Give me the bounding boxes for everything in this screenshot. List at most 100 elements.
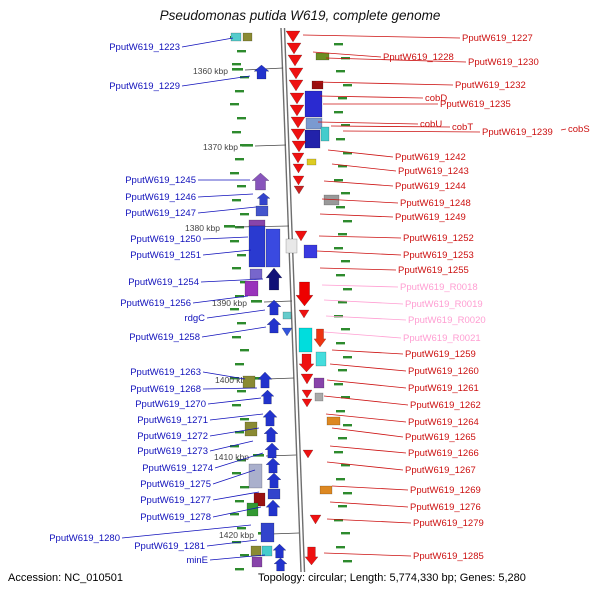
- gene-glyph[interactable]: [272, 543, 287, 559]
- gene-glyph[interactable]: [260, 522, 275, 543]
- gene-glyph[interactable]: [246, 502, 259, 517]
- feature-label[interactable]: PputW619_1268: [130, 384, 201, 395]
- feature-label[interactable]: PputW619_1273: [137, 446, 208, 457]
- feature-label[interactable]: PputW619_1260: [408, 366, 479, 377]
- gene-glyph[interactable]: [292, 175, 305, 186]
- feature-label[interactable]: PputW619_1281: [134, 541, 205, 552]
- gene-glyph[interactable]: [315, 351, 327, 367]
- feature-label[interactable]: PputW619_1249: [395, 212, 466, 223]
- gene-glyph[interactable]: [300, 373, 314, 385]
- feature-label[interactable]: PputW619_1279: [413, 518, 484, 529]
- feature-label[interactable]: PputW619_1272: [137, 431, 208, 442]
- feature-label[interactable]: PputW619_1263: [130, 367, 201, 378]
- gene-glyph[interactable]: [248, 225, 266, 268]
- feature-label[interactable]: PputW619_1250: [130, 234, 201, 245]
- gene-glyph[interactable]: [266, 317, 282, 334]
- gene-glyph[interactable]: [255, 205, 269, 217]
- gene-glyph[interactable]: [290, 128, 306, 141]
- gene-glyph[interactable]: [273, 557, 288, 572]
- gene-glyph[interactable]: [285, 30, 301, 43]
- gene-glyph[interactable]: [320, 126, 330, 142]
- feature-label[interactable]: PputW619_1227: [462, 33, 533, 44]
- gene-glyph[interactable]: [242, 32, 253, 42]
- gene-glyph[interactable]: [265, 499, 281, 517]
- feature-label[interactable]: PputW619_1258: [129, 332, 200, 343]
- feature-label[interactable]: PputW619_1248: [400, 198, 471, 209]
- gene-glyph[interactable]: [301, 389, 313, 399]
- gene-glyph[interactable]: [253, 492, 266, 507]
- feature-label[interactable]: PputW619_1264: [408, 417, 479, 428]
- gene-glyph[interactable]: [291, 140, 307, 153]
- feature-label[interactable]: PputW619_1254: [128, 277, 199, 288]
- gene-glyph[interactable]: [295, 281, 314, 307]
- gene-glyph[interactable]: [301, 398, 313, 408]
- feature-label[interactable]: PputW619_R0020: [408, 315, 486, 326]
- gene-glyph[interactable]: [304, 129, 321, 149]
- gene-glyph[interactable]: [286, 42, 302, 55]
- feature-label[interactable]: PputW619_R0021: [403, 333, 481, 344]
- gene-glyph[interactable]: [294, 230, 308, 242]
- feature-label[interactable]: PputW619_1232: [455, 80, 526, 91]
- feature-label[interactable]: PputW619_1256: [120, 298, 191, 309]
- gene-glyph[interactable]: [248, 219, 266, 227]
- gene-glyph[interactable]: [291, 152, 305, 164]
- feature-label[interactable]: PputW619_1255: [398, 265, 469, 276]
- feature-label[interactable]: PputW619_1276: [410, 502, 481, 513]
- feature-label[interactable]: PputW619_1245: [125, 175, 196, 186]
- gene-glyph[interactable]: [250, 545, 262, 557]
- gene-glyph[interactable]: [244, 280, 259, 297]
- feature-label[interactable]: PputW619_1267: [405, 465, 476, 476]
- feature-label[interactable]: PputW619_1270: [135, 399, 206, 410]
- gene-glyph[interactable]: [311, 80, 324, 90]
- gene-glyph[interactable]: [313, 377, 325, 389]
- feature-label[interactable]: PputW619_1259: [405, 349, 476, 360]
- gene-glyph[interactable]: [260, 389, 275, 405]
- feature-label[interactable]: PputW619_1285: [413, 551, 484, 562]
- gene-glyph[interactable]: [267, 488, 281, 500]
- gene-glyph[interactable]: [309, 514, 322, 525]
- feature-label[interactable]: PputW619_R0018: [400, 282, 478, 293]
- gene-glyph[interactable]: [263, 426, 279, 443]
- gene-glyph[interactable]: [256, 192, 271, 206]
- feature-label[interactable]: PputW619_1265: [405, 432, 476, 443]
- gene-glyph[interactable]: [298, 327, 313, 353]
- gene-glyph[interactable]: [289, 92, 305, 105]
- feature-label[interactable]: PputW619_1247: [125, 208, 196, 219]
- feature-label[interactable]: PputW619_1229: [109, 81, 180, 92]
- feature-label[interactable]: PputW619_1228: [383, 52, 454, 63]
- gene-glyph[interactable]: [306, 158, 317, 166]
- gene-glyph[interactable]: [265, 267, 283, 291]
- gene-glyph[interactable]: [249, 268, 263, 280]
- gene-glyph[interactable]: [293, 185, 305, 195]
- gene-glyph[interactable]: [230, 32, 242, 42]
- feature-label[interactable]: PputW619_1223: [109, 42, 180, 53]
- gene-glyph[interactable]: [302, 449, 314, 459]
- gene-glyph[interactable]: [262, 409, 278, 427]
- gene-glyph[interactable]: [314, 392, 324, 402]
- feature-label[interactable]: PputW619_1246: [125, 192, 196, 203]
- gene-glyph[interactable]: [242, 375, 256, 389]
- feature-label[interactable]: PputW619_1242: [395, 152, 466, 163]
- feature-label[interactable]: PputW619_1269: [410, 485, 481, 496]
- gene-glyph[interactable]: [287, 54, 303, 67]
- gene-glyph[interactable]: [303, 244, 318, 259]
- gene-glyph[interactable]: [319, 485, 333, 495]
- gene-glyph[interactable]: [304, 546, 319, 566]
- feature-label[interactable]: PputW619_1243: [398, 166, 469, 177]
- gene-glyph[interactable]: [282, 311, 292, 320]
- gene-glyph[interactable]: [251, 172, 270, 191]
- gene-glyph[interactable]: [290, 116, 306, 129]
- gene-glyph[interactable]: [288, 67, 304, 80]
- gene-glyph[interactable]: [261, 545, 273, 557]
- gene-glyph[interactable]: [251, 556, 263, 568]
- gene-glyph[interactable]: [281, 327, 293, 337]
- feature-label[interactable]: PputW619_1280: [49, 533, 120, 544]
- gene-glyph[interactable]: [266, 472, 282, 489]
- gene-glyph[interactable]: [265, 228, 281, 268]
- gene-glyph[interactable]: [265, 457, 281, 474]
- feature-label[interactable]: cobD: [425, 93, 447, 104]
- gene-glyph[interactable]: [298, 309, 310, 319]
- feature-label[interactable]: PputW619_1230: [468, 57, 539, 68]
- feature-label[interactable]: PputW619_1274: [142, 463, 213, 474]
- feature-label[interactable]: PputW619_1277: [140, 495, 211, 506]
